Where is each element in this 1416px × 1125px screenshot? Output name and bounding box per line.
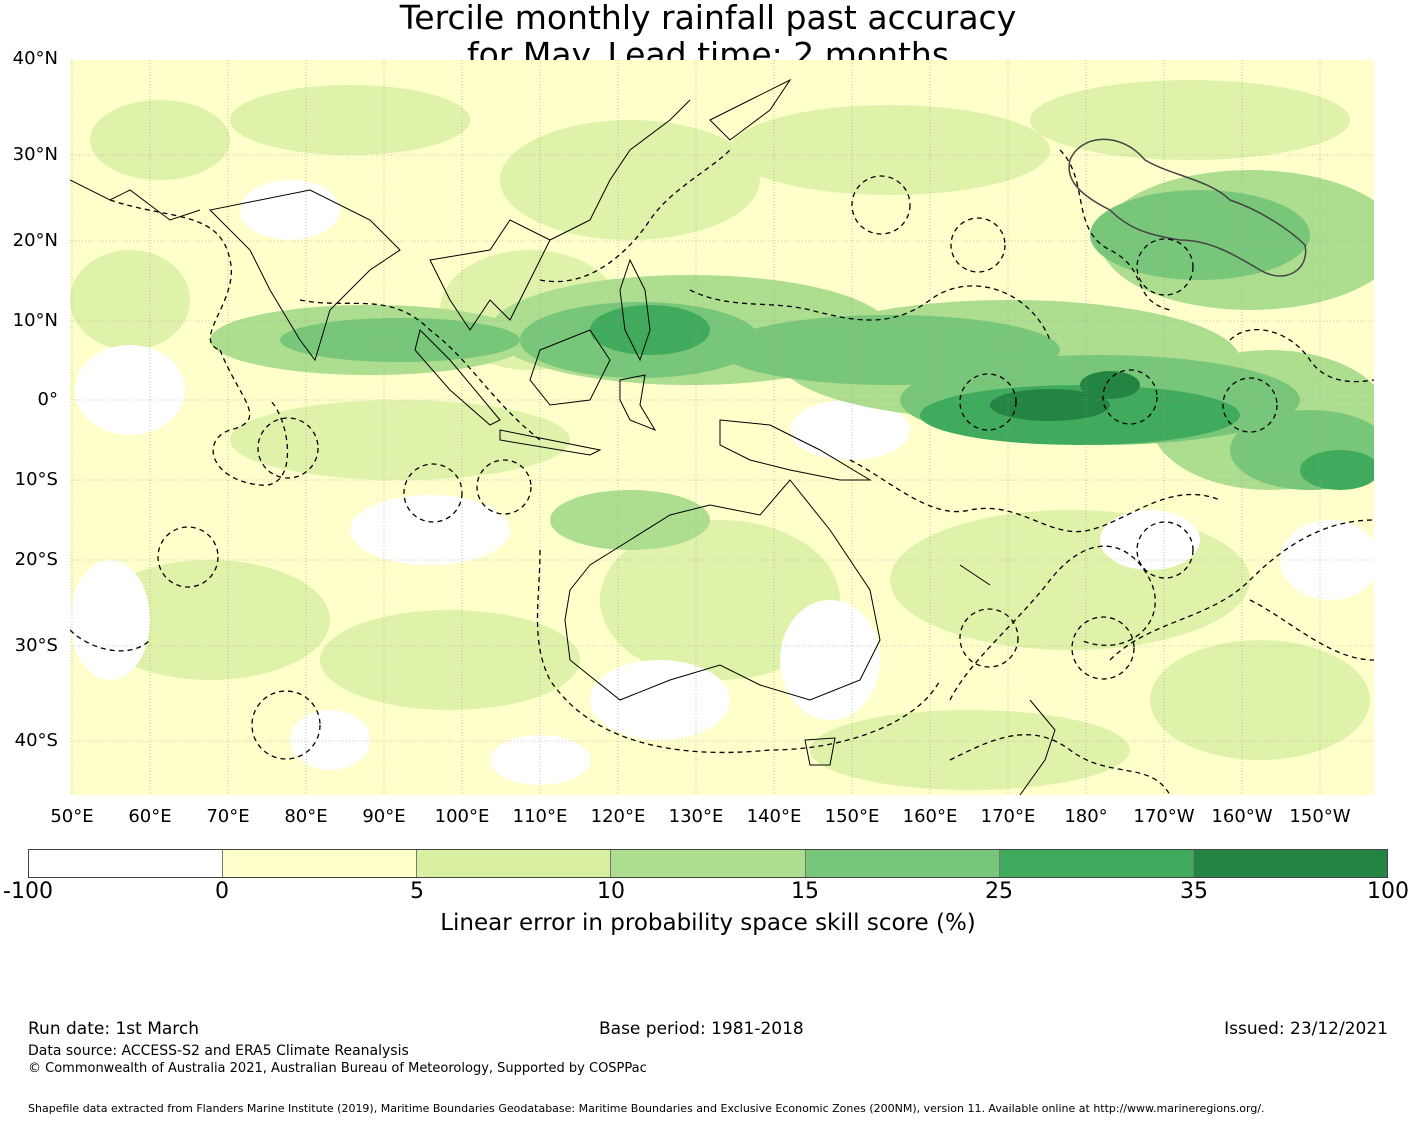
colorbar-segment	[611, 850, 806, 877]
colorbar-segment	[417, 850, 612, 877]
lon-label-180: 180°	[1064, 806, 1108, 827]
lon-label-150E: 150°E	[824, 806, 880, 827]
lon-label-100E: 100°E	[434, 806, 490, 827]
copyright: © Commonwealth of Australia 2021, Austra…	[28, 1061, 647, 1076]
run-date: Run date: 1st March	[28, 1019, 200, 1039]
borneo-coast	[529, 329, 611, 406]
lat-label-10S: 10°S	[14, 469, 58, 490]
lon-label-170W: 170°W	[1133, 806, 1195, 827]
colorbar-tick: 25	[985, 879, 1013, 904]
eez-circle-cocos	[476, 459, 532, 515]
colorbar-tick: 35	[1180, 879, 1208, 904]
hawaii-eez-boundary	[1068, 138, 1307, 277]
lon-label-80E: 80°E	[284, 806, 328, 827]
eez-circle-nauru	[959, 373, 1017, 431]
lon-label-160W: 160°W	[1211, 806, 1273, 827]
arabia-coast	[70, 179, 201, 221]
colorbar-segment	[29, 850, 224, 877]
skill-max-band	[990, 371, 1140, 421]
base-period: Base period: 1981-2018	[599, 1019, 804, 1039]
colorbar	[28, 849, 1388, 878]
lon-label-130E: 130°E	[668, 806, 724, 827]
colorbar-tick: 10	[597, 879, 625, 904]
new-guinea-coast	[719, 419, 872, 481]
data-source: Data source: ACCESS-S2 and ERA5 Climate …	[28, 1043, 409, 1059]
skill-score-map	[70, 60, 1374, 795]
eez-circle-kermadec	[1071, 616, 1135, 680]
japan-coast	[709, 78, 792, 141]
new-caledonia-coast	[959, 564, 991, 586]
skill-negative-patches	[70, 180, 1374, 785]
eez-boundaries	[70, 149, 1374, 795]
colorbar-segment	[223, 850, 418, 877]
coastlines	[70, 78, 1056, 795]
eez-circle-christmas	[257, 417, 319, 479]
colorbar-segment	[1193, 850, 1387, 877]
eez-circle-tokelau	[1222, 377, 1278, 433]
lon-label-150W: 150°W	[1289, 806, 1351, 827]
sumatra-coast	[414, 329, 501, 426]
lon-label-60E: 60°E	[128, 806, 172, 827]
lat-label-20S: 20°S	[14, 549, 58, 570]
colorbar-tick: 15	[791, 879, 819, 904]
lon-label-140E: 140°E	[746, 806, 802, 827]
indochina-coast	[429, 219, 551, 331]
lat-label-10N: 10°N	[12, 310, 58, 331]
lat-label-30N: 30°N	[12, 144, 58, 165]
australia-coast	[564, 479, 881, 701]
map-title-line-1: Tercile monthly rainfall past accuracy	[399, 0, 1017, 37]
tasmania-coast	[804, 737, 836, 766]
issued-date: Issued: 23/12/2021	[1224, 1019, 1388, 1039]
lat-label-40N: 40°N	[12, 48, 58, 69]
india-coast	[208, 189, 401, 362]
lat-label-30S: 30°S	[14, 635, 58, 656]
eez-circle-niue	[1136, 521, 1194, 579]
china-coast	[549, 99, 691, 241]
lat-label-20N: 20°N	[12, 230, 58, 251]
colorbar-segment	[805, 850, 1000, 877]
eez-circle-marcus	[851, 175, 911, 235]
colorbar-tick: -100	[3, 879, 53, 904]
colorbar-tick: 0	[215, 879, 229, 904]
lon-label-90E: 90°E	[362, 806, 406, 827]
lon-label-120E: 120°E	[590, 806, 646, 827]
eez-circle-maldives	[403, 463, 463, 523]
lon-label-50E: 50°E	[50, 806, 94, 827]
eez-circle-rodrigues	[157, 526, 219, 588]
colorbar-segment	[999, 850, 1194, 877]
eez-circle-wake	[950, 217, 1006, 273]
eez-circle-baker	[1102, 369, 1158, 425]
java-coast	[499, 429, 602, 456]
colorbar-tick: 100	[1367, 879, 1409, 904]
lat-label-40S: 40°S	[14, 730, 58, 751]
eez-circle-johnston	[1136, 238, 1194, 296]
lon-label-70E: 70°E	[206, 806, 250, 827]
lon-label-110E: 110°E	[512, 806, 568, 827]
lat-label-equator: 0°	[37, 389, 58, 410]
philippines-coast	[619, 258, 651, 362]
colorbar-tick: 5	[410, 879, 424, 904]
eez-circle-norfolk	[959, 608, 1019, 668]
shapefile-credit: Shapefile data extracted from Flanders M…	[28, 1102, 1265, 1115]
lon-label-170E: 170°E	[980, 806, 1036, 827]
colorbar-label: Linear error in probability space skill …	[440, 910, 976, 936]
sulawesi-coast	[619, 374, 657, 432]
new-zealand-coast	[1019, 699, 1056, 795]
lon-label-160E: 160°E	[902, 806, 958, 827]
eez-circle-amsterdam	[251, 690, 321, 760]
